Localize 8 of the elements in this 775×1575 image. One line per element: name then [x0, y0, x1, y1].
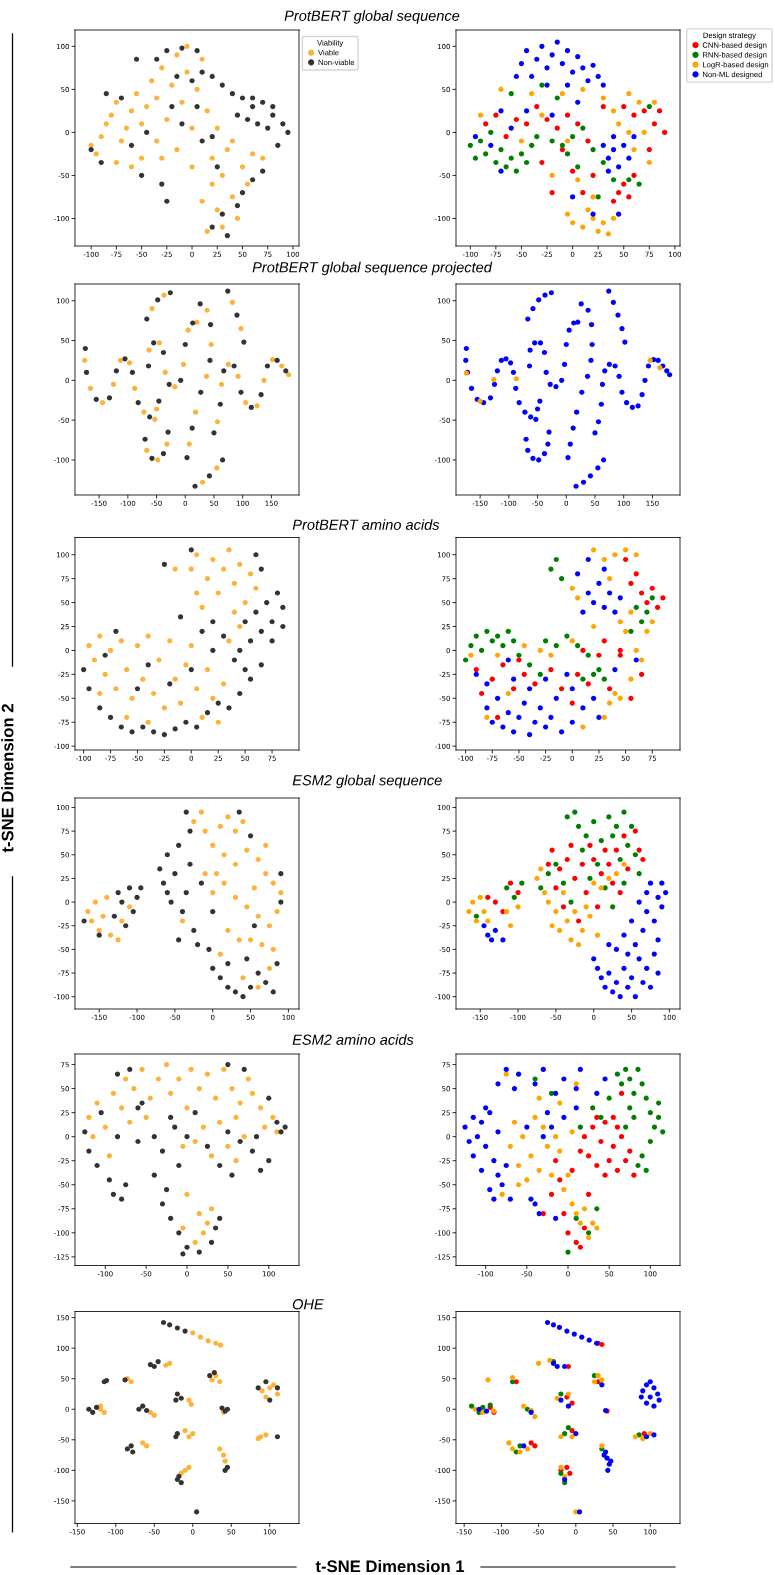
y-axis-title: t-SNE Dimension 2	[1, 704, 14, 853]
text: ProtBERT global sequence	[284, 10, 460, 24]
chart-title: OHE	[292, 1299, 324, 1310]
text: ProtBERT global sequence projected	[252, 261, 493, 276]
x-axis-title: t-SNE Dimension 1	[315, 1559, 465, 1573]
text: ESM2 global sequence	[292, 774, 442, 789]
text: ESM2 amino acids	[292, 1034, 414, 1045]
text: ProtBERT amino acids	[292, 519, 440, 530]
